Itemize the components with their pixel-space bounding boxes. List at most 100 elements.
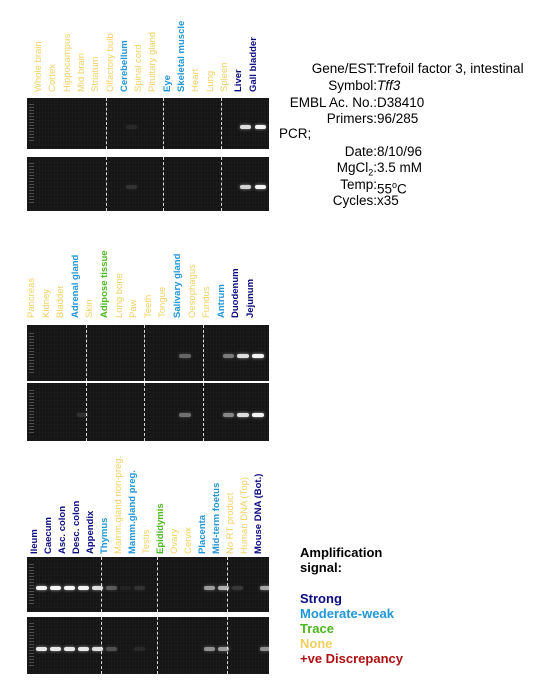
lane-label: Epididymis: [155, 503, 166, 554]
pcr-band: [64, 586, 75, 590]
size-ladder: [29, 163, 34, 203]
lane-label: Cervix: [183, 527, 194, 554]
legend-moderate: Moderate-weak: [300, 606, 394, 621]
legend-none: None: [300, 636, 333, 651]
lane-label: No RT product: [225, 492, 236, 554]
pcr-band: [106, 586, 117, 590]
pcr-band: [260, 586, 269, 590]
legend-trace: Trace: [300, 621, 334, 636]
lane-divider: [101, 557, 102, 612]
date-value: 8/10/96: [377, 144, 423, 159]
pcr-band: [134, 647, 145, 651]
pcr-band: [50, 647, 61, 651]
pcr-band: [254, 125, 266, 129]
lane-divider: [157, 617, 158, 674]
lane-label: Eye: [161, 75, 173, 92]
gel-panel-2: Pancreas Kidney Bladder Adrenal gland Skin Ad…: [0, 250, 280, 452]
lane-labels-2: Pancreas Kidney Bladder Adrenal gland Skin Ad…: [0, 250, 280, 318]
pcr-band: [254, 185, 266, 189]
lane-label: Olfactory bulb: [104, 33, 116, 92]
lane-label: Liver: [233, 69, 245, 92]
lane-label: Mamm.gland preg.: [127, 470, 138, 554]
gel-panel-3: Ileum Caecum Asc. colon Desc. colon Appendix…: [0, 437, 280, 677]
lane-label: Ileum: [29, 529, 40, 554]
lane-label: Oesophagus: [186, 264, 198, 318]
lane-label: Skin: [84, 299, 96, 318]
size-ladder: [29, 623, 34, 666]
gene-label: Gene/EST:: [311, 61, 377, 76]
lane-label: Teeth: [142, 294, 154, 318]
pcr-band: [36, 647, 47, 651]
pcr-band: [240, 185, 252, 189]
lane-label: Cerebellum: [118, 40, 130, 92]
lane-label: Ovary: [169, 528, 180, 554]
date-label: Date:: [344, 144, 377, 159]
pcr-band: [260, 647, 269, 651]
symbol-label: Symbol:: [328, 78, 377, 93]
lane-label: Testis: [141, 529, 152, 554]
lane-label: Asc. colon: [57, 505, 68, 554]
lane-label: Appendix: [85, 510, 96, 554]
size-ladder: [29, 104, 34, 141]
pcr-band: [120, 586, 131, 590]
gel-panel-1: Whole brain Cortex Hippocampus Mid brain Str…: [0, 0, 280, 215]
lane-label: Tongue: [157, 286, 169, 318]
pcr-band: [237, 354, 249, 358]
cycles-label: Cycles:: [332, 193, 377, 208]
lane-label: Thymus: [99, 517, 110, 554]
embl-value: D38410: [377, 95, 425, 110]
pcr-band: [252, 413, 264, 417]
pcr-band: [218, 586, 229, 590]
pcr-band: [222, 354, 235, 358]
lane-label: Adipose tissue: [99, 250, 110, 318]
gene-value: Trefoil factor 3, intestinal: [377, 61, 524, 76]
amplification-legend: Amplification signal: Strong Moderate-we…: [300, 545, 403, 666]
lane-label: Long bone: [113, 273, 125, 318]
pcr-band: [204, 647, 215, 651]
lane-label: Desc. colon: [71, 500, 82, 554]
pcr-band: [78, 586, 89, 590]
lane-divider: [85, 325, 87, 381]
lane-divider: [227, 557, 228, 612]
lane-labels-1: Whole brain Cortex Hippocampus Mid brain Str…: [0, 0, 280, 92]
temp-label: Temp:: [340, 177, 377, 192]
lane-divider: [85, 383, 87, 441]
pcr-band: [240, 125, 252, 129]
pcr-band: [92, 647, 103, 651]
lane-label: Cortex: [47, 64, 59, 92]
pcr-band: [92, 586, 103, 590]
lane-divider: [220, 98, 222, 149]
gel-image-3-top: [27, 557, 269, 612]
lane-label: Striatum: [90, 56, 102, 92]
lane-divider: [157, 557, 158, 612]
lane-divider: [144, 325, 146, 381]
pcr-band: [125, 185, 138, 189]
size-ladder: [29, 563, 34, 604]
embl-label: EMBL Ac. No.:: [289, 95, 377, 110]
lane-label: Mid-term foetus: [211, 482, 222, 554]
legend-discrepancy: +ve Discrepancy: [300, 651, 403, 666]
pcr-band: [106, 647, 117, 651]
lane-divider: [106, 157, 108, 211]
temp-value: 55oC: [377, 180, 407, 197]
lane-label: Skeletal muscle: [176, 20, 187, 92]
lane-label: Mamm.gland non-preg.: [113, 455, 124, 554]
gel-image-2-bottom: [27, 383, 269, 441]
pcr-band: [36, 586, 47, 590]
lane-divider: [163, 98, 165, 149]
pcr-band: [222, 413, 235, 417]
primers-label: Primers:: [326, 111, 377, 126]
pcr-band: [218, 647, 229, 651]
lane-divider: [163, 157, 165, 211]
lane-divider: [227, 617, 228, 674]
lane-divider: [144, 383, 146, 441]
pcr-band: [64, 647, 75, 651]
lane-labels-3: Ileum Caecum Asc. colon Desc. colon Appendix…: [0, 437, 280, 554]
lane-label: Mouse DNA (Bot.): [253, 473, 264, 554]
lane-label: Spleen: [218, 62, 230, 92]
pcr-band: [232, 586, 243, 590]
lane-divider: [202, 383, 204, 441]
lane-divider: [101, 617, 102, 674]
lane-label: Salivary gland: [172, 253, 183, 318]
lane-label: Jejunum: [245, 278, 256, 318]
